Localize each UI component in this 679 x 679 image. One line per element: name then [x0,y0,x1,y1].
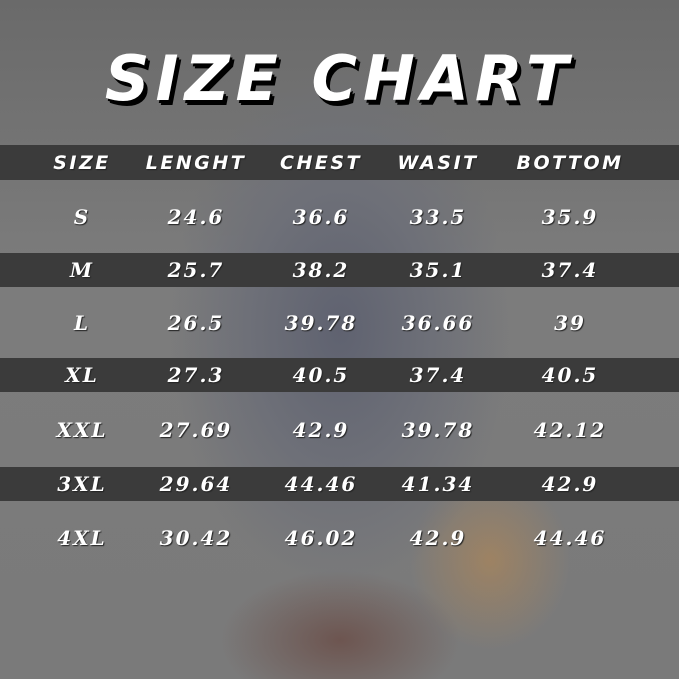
size-label: 3XL [57,472,107,496]
column-header: WASIT [397,151,479,174]
column-header: SIZE [53,151,111,174]
measurement-cell: 35.9 [541,204,599,229]
table-row: L 26.5 39.78 36.66 39 [0,287,679,358]
measurement-cell: 36.6 [292,204,350,229]
size-chart-title: SIZE CHART [104,42,575,115]
column-header: LENGHT [145,151,247,174]
size-label: 4XL [57,526,107,550]
measurement-cell: 25.7 [167,258,225,282]
table-row: S 24.6 36.6 33.5 35.9 [0,180,679,253]
measurement-cell: 38.2 [292,258,350,282]
table-row: 4XL 30.42 46.02 42.9 44.46 [0,501,679,575]
measurement-cell: 40.5 [541,363,599,387]
column-header: BOTTOM [516,151,624,174]
table-row: XL 27.3 40.5 37.4 40.5 [0,358,679,392]
measurement-cell: 24.6 [167,204,225,229]
measurement-cell: 46.02 [284,526,358,550]
measurement-cell: 29.64 [159,472,233,496]
table-row: M 25.7 38.2 35.1 37.4 [0,253,679,287]
size-label: XXL [56,417,108,442]
measurement-cell: 37.4 [409,363,467,387]
measurement-cell: 39.78 [401,417,475,442]
measurement-cell: 42.9 [409,526,467,550]
measurement-cell: 27.3 [167,363,225,387]
measurement-cell: 39.78 [284,310,358,335]
measurement-cell: 44.46 [284,472,358,496]
table-header-row: SIZE LENGHT CHEST WASIT BOTTOM [0,145,679,180]
size-label: XL [65,363,99,387]
measurement-cell: 35.1 [409,258,467,282]
size-label: L [73,310,91,335]
table-row: 3XL 29.64 44.46 41.34 42.9 [0,467,679,501]
table-row: XXL 27.69 42.9 39.78 42.12 [0,392,679,467]
measurement-cell: 40.5 [292,363,350,387]
measurement-cell: 33.5 [409,204,467,229]
size-label: S [73,204,91,229]
measurement-cell: 26.5 [167,310,225,335]
measurement-cell: 42.12 [533,417,607,442]
column-header: CHEST [280,151,362,174]
measurement-cell: 39 [554,310,586,335]
measurement-cell: 30.42 [159,526,233,550]
size-label: M [69,258,95,282]
measurement-cell: 42.9 [541,472,599,496]
measurement-cell: 37.4 [541,258,599,282]
measurement-cell: 41.34 [401,472,475,496]
measurement-cell: 27.69 [159,417,233,442]
measurement-cell: 44.46 [533,526,607,550]
measurement-cell: 36.66 [401,310,475,335]
measurement-cell: 42.9 [292,417,350,442]
